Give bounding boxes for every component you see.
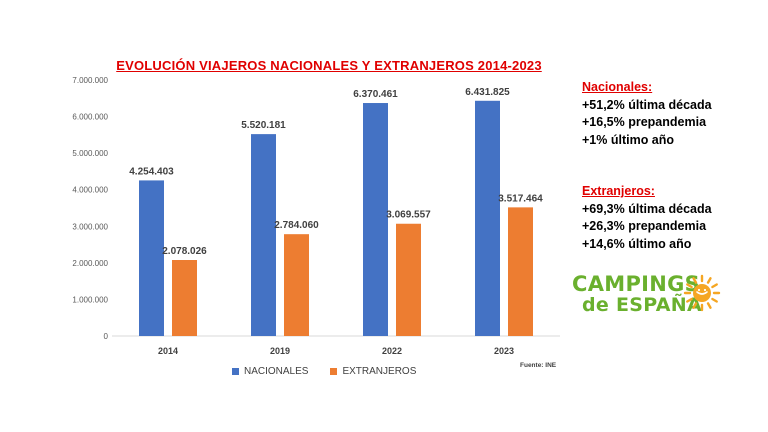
bar-nacionales-2014 [139,180,164,336]
y-tick-label: 1.000.000 [72,295,108,304]
bar-extranjeros-2022 [396,223,421,336]
sun-ray [692,277,698,284]
bar-extranjeros-2019 [284,234,309,336]
x-tick-label: 2014 [158,346,178,356]
nacionales-summary: Nacionales: +51,2% última década +16,5% … [582,79,712,149]
sun-ray [686,283,693,289]
data-label: 4.254.403 [129,166,174,177]
y-tick-label: 5.000.000 [72,149,108,158]
legend-item-nacionales: NACIONALES [232,366,308,377]
y-tick-label: 6.000.000 [72,113,108,122]
bar-nacionales-2023 [475,100,500,337]
y-tick-label: 2.000.000 [72,259,108,268]
sun-icon [683,274,721,312]
y-tick-label: 3.000.000 [72,222,108,231]
y-tick-label: 0 [104,332,109,341]
legend-label-nacionales: NACIONALES [244,366,309,377]
extranjeros-line: +69,3% última década [582,201,712,216]
data-label: 3.069.557 [386,210,431,221]
data-label: 5.520.181 [241,120,286,131]
logo-line-1: CAMPINGS [572,272,701,296]
sun-ray [706,302,712,309]
x-tick-label: 2019 [270,346,290,356]
y-tick-label: 7.000.000 [72,76,108,85]
chart-legend: NACIONALES EXTRANJEROS [232,366,416,377]
data-label: 3.517.464 [498,193,543,204]
logo-line-2: de ESPAÑA [582,294,702,316]
nacionales-line: +51,2% última década [582,97,712,112]
chart-title: EVOLUCIÓN VIAJEROS NACIONALES Y EXTRANJE… [116,58,542,73]
campings-de-espana-logo: CAMPINGS de ESPAÑA [572,270,732,320]
sun-ray [686,297,693,303]
bar-nacionales-2019 [251,134,276,336]
nacionales-line: +16,5% prepandemia [582,115,707,129]
bar-extranjeros-2023 [508,207,533,336]
legend-swatch-nacionales [232,368,239,375]
data-label: 2.078.026 [162,246,207,257]
bar-extranjeros-2014 [172,260,197,336]
sun-ray [692,302,698,309]
nacionales-heading: Nacionales: [582,80,653,94]
extranjeros-line: +26,3% prepandemia [582,219,707,233]
extranjeros-line: +14,6% último año [582,236,692,251]
y-tick-label: 4.000.000 [72,186,108,195]
extranjeros-summary: Extranjeros: +69,3% última década +26,3%… [582,183,712,253]
x-tick-label: 2023 [494,346,514,356]
sun-ray [711,283,718,289]
data-label: 2.784.060 [274,220,319,231]
data-label: 6.431.825 [465,87,510,98]
extranjeros-heading: Extranjeros: [582,184,655,198]
data-label: 6.370.461 [353,89,398,100]
bar-nacionales-2022 [363,103,388,337]
legend-item-extranjeros: EXTRANJEROS [330,366,416,377]
sun-ray [711,297,718,303]
sun-ray [706,277,712,284]
source-note: Fuente: INE [520,362,557,369]
nacionales-line: +1% último año [582,132,675,147]
legend-label-extranjeros: EXTRANJEROS [342,366,417,377]
legend-swatch-extranjeros [330,368,338,375]
x-tick-label: 2022 [382,346,402,356]
